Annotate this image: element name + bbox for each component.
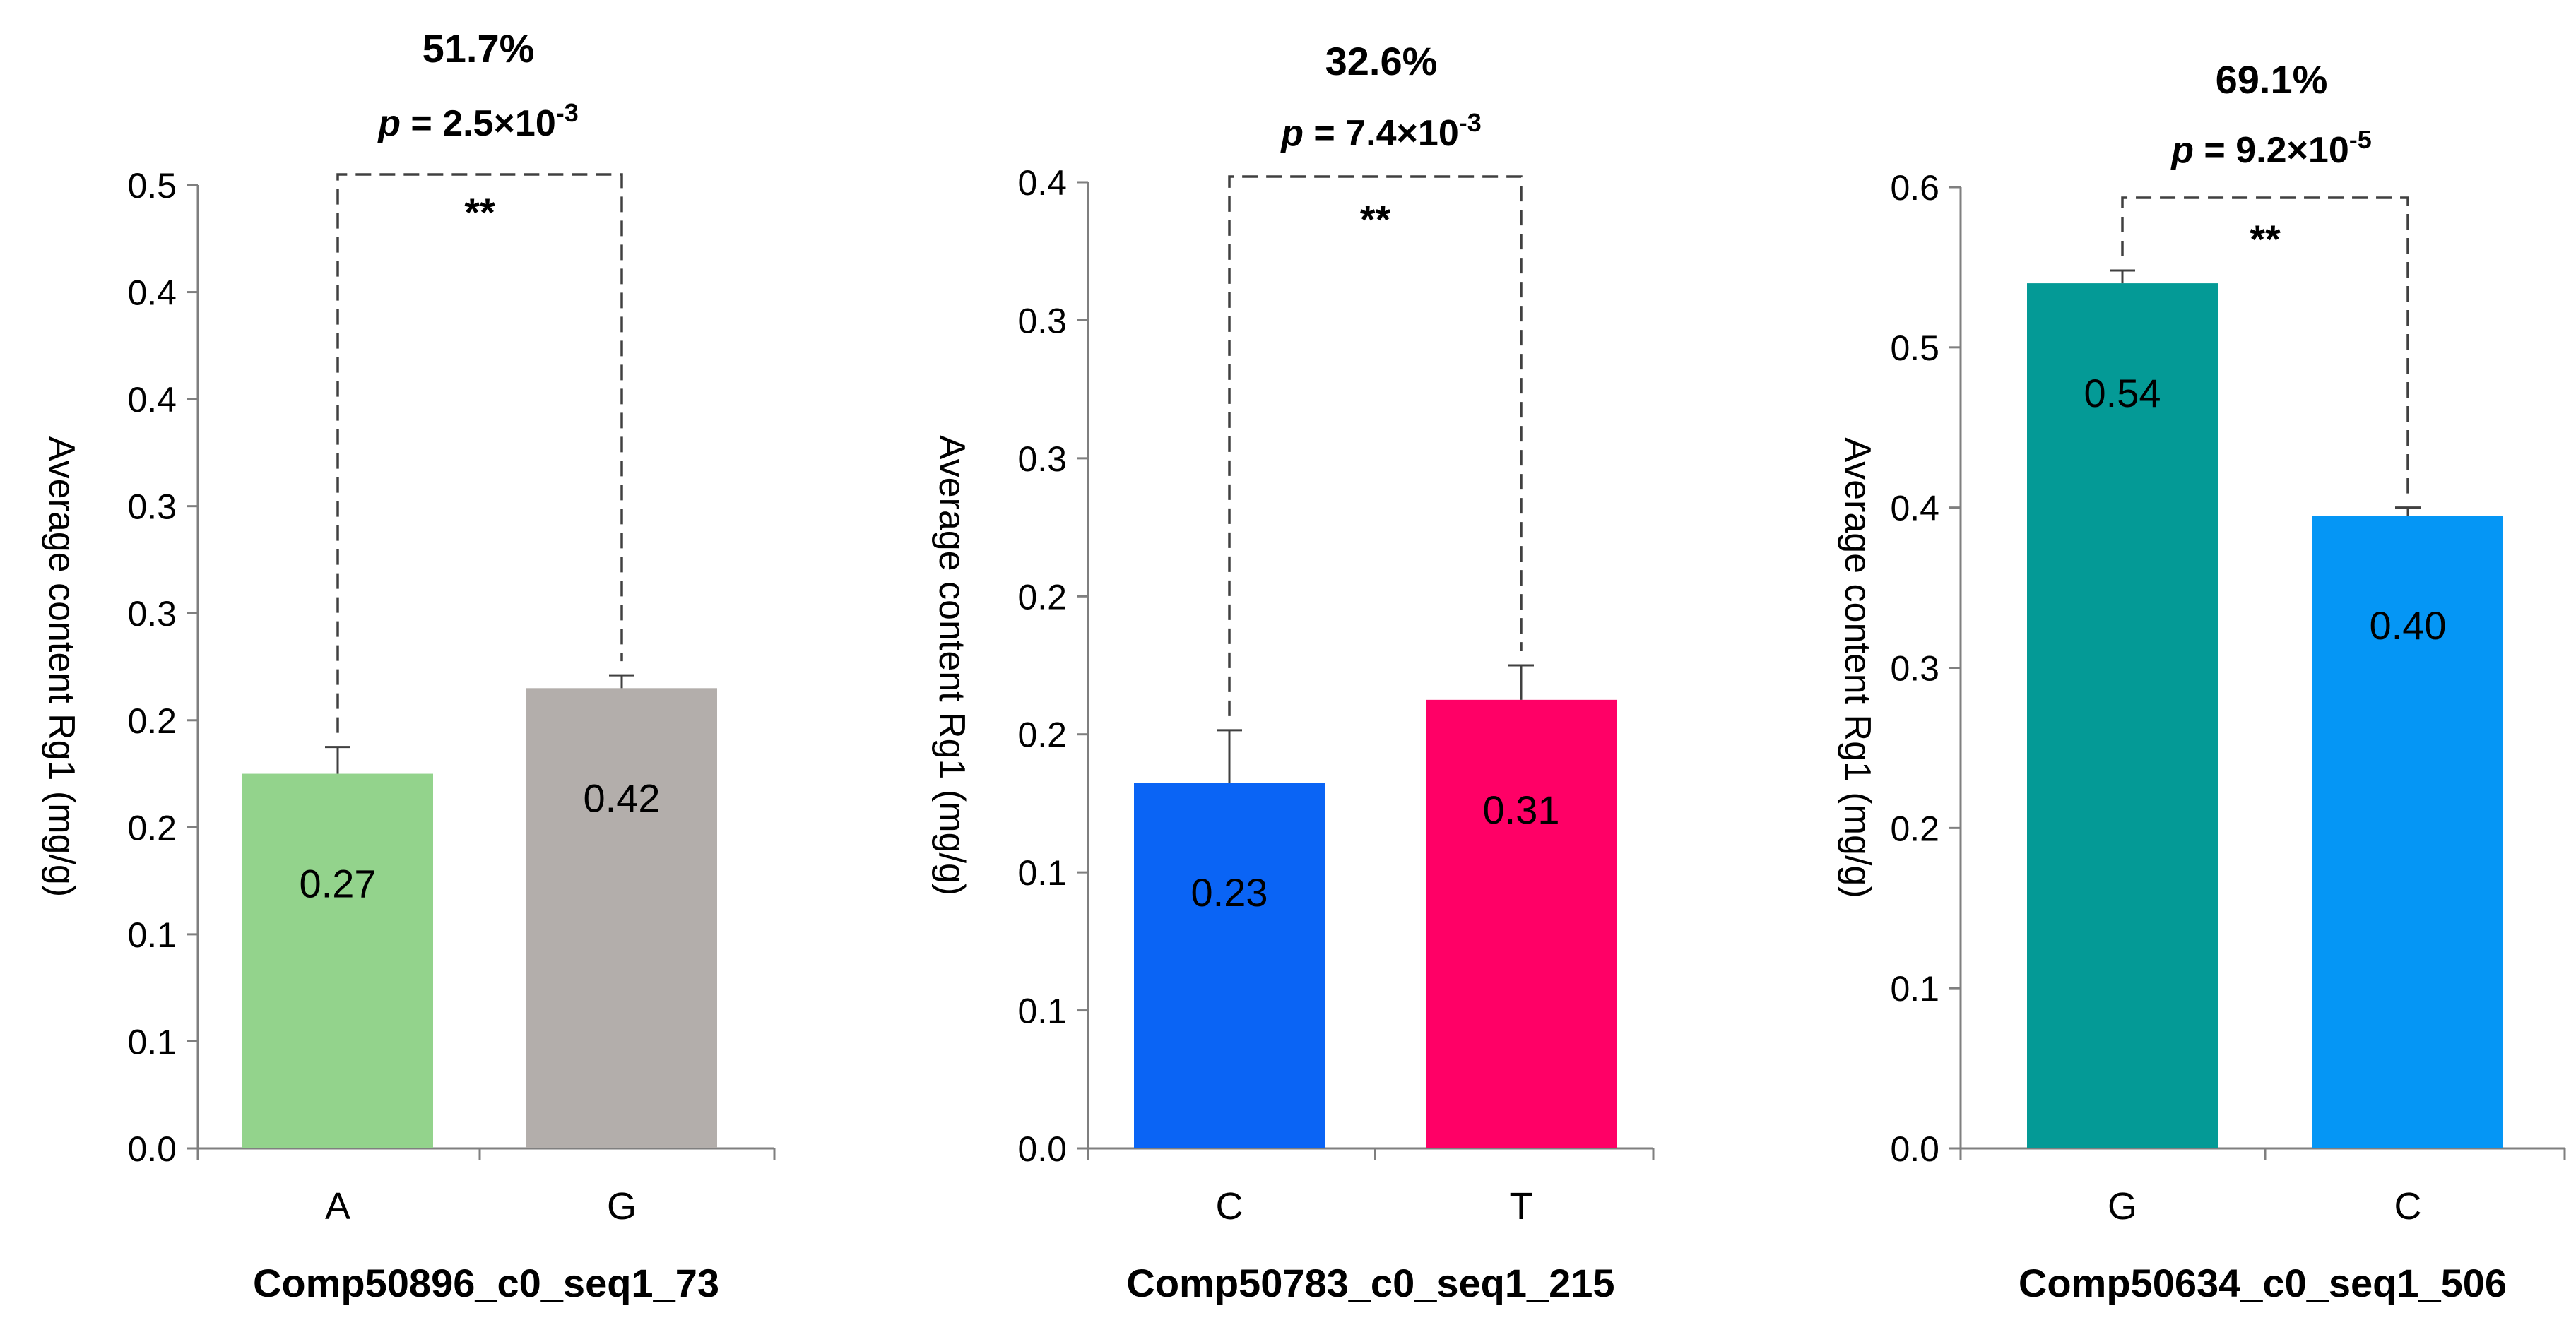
category-label: G [607, 1185, 637, 1228]
significance-stars: ** [2250, 217, 2281, 261]
y-tick-label: 0.1 [127, 915, 177, 955]
y-axis-title: Average content Rg1 (mg/g) [1837, 437, 1878, 898]
y-tick-label: 0.0 [127, 1129, 177, 1169]
y-tick-label: 0.4 [127, 273, 177, 313]
chart-panel-1: 0.0 0.1 0.1 0.2 0.2 0.3 0.3 0.4 0.4 0.5 0.27 A 0.42 G… [41, 26, 776, 1305]
data-label: 0.40 [2370, 603, 2447, 648]
y-tick-label: 0.4 [1890, 489, 1939, 528]
x-axis-title: Comp50896_c0_seq1_73 [253, 1261, 719, 1305]
y-axis-title: Average content Rg1 (mg/g) [41, 436, 82, 897]
y-tick-label: 0.1 [1890, 969, 1939, 1009]
data-label: 0.23 [1191, 870, 1268, 915]
y-tick-label: 0.3 [1017, 301, 1067, 340]
category-label: C [1216, 1185, 1243, 1228]
percent-title: 32.6% [1325, 39, 1438, 83]
bar-C [2312, 516, 2503, 1148]
y-tick-label: 0.3 [127, 594, 177, 634]
p-value: p = 2.5×10-3 [377, 98, 579, 144]
y-tick-label: 0.4 [1017, 163, 1067, 203]
significance-bracket [336, 173, 623, 733]
category-label: T [1510, 1185, 1533, 1228]
y-tick-label: 0.0 [1017, 1129, 1067, 1169]
p-value: p = 9.2×10-5 [2170, 125, 2372, 171]
category-label: G [2108, 1185, 2137, 1228]
bar-A [242, 773, 433, 1148]
y-tick-label: 0.1 [1017, 853, 1067, 893]
bar-C [1134, 783, 1325, 1148]
chart-panel-2: 0.0 0.1 0.1 0.2 0.2 0.3 0.3 0.4 0.23 C 0.31 T ** 32.6… [931, 39, 1655, 1305]
chart-panel-3: 0.0 0.1 0.2 0.3 0.4 0.5 0.6 0.54 G 0.40 C ** 69.1% p … [1837, 57, 2566, 1305]
y-tick-label: 0.6 [1890, 168, 1939, 208]
y-tick-label: 0.1 [1017, 992, 1067, 1031]
data-label: 0.27 [300, 862, 377, 906]
x-axis-title: Comp50634_c0_seq1_506 [2019, 1261, 2507, 1305]
y-tick-label: 0.2 [1890, 809, 1939, 848]
y-tick-label: 0.3 [127, 487, 177, 527]
y-tick-label: 0.5 [1890, 328, 1939, 368]
significance-stars: ** [1360, 197, 1391, 242]
significance-stars: ** [464, 190, 495, 234]
percent-title: 69.1% [2216, 57, 2328, 102]
x-axis-title: Comp50783_c0_seq1_215 [1126, 1261, 1614, 1305]
bar-G [2027, 283, 2218, 1149]
significance-bracket [2121, 196, 2409, 494]
y-tick-label: 0.1 [127, 1022, 177, 1062]
category-label: A [325, 1185, 350, 1228]
y-tick-label: 0.2 [127, 808, 177, 848]
percent-title: 51.7% [423, 26, 535, 71]
data-label: 0.31 [1483, 788, 1560, 832]
bar-T [1426, 699, 1617, 1148]
p-value: p = 7.4×10-3 [1280, 108, 1482, 154]
data-label: 0.42 [584, 776, 661, 820]
y-tick-label: 0.2 [1017, 715, 1067, 755]
data-label: 0.54 [2084, 371, 2161, 415]
y-axis-title: Average content Rg1 (mg/g) [931, 435, 972, 896]
significance-bracket [1228, 175, 1523, 716]
category-label: C [2394, 1185, 2422, 1228]
bar-G [526, 688, 717, 1148]
y-tick-label: 0.2 [127, 701, 177, 741]
y-tick-label: 0.0 [1890, 1129, 1939, 1169]
y-tick-label: 0.3 [1890, 649, 1939, 689]
y-tick-label: 0.4 [127, 380, 177, 420]
y-tick-label: 0.2 [1017, 577, 1067, 617]
y-tick-label: 0.3 [1017, 439, 1067, 479]
y-tick-label: 0.5 [127, 166, 177, 206]
